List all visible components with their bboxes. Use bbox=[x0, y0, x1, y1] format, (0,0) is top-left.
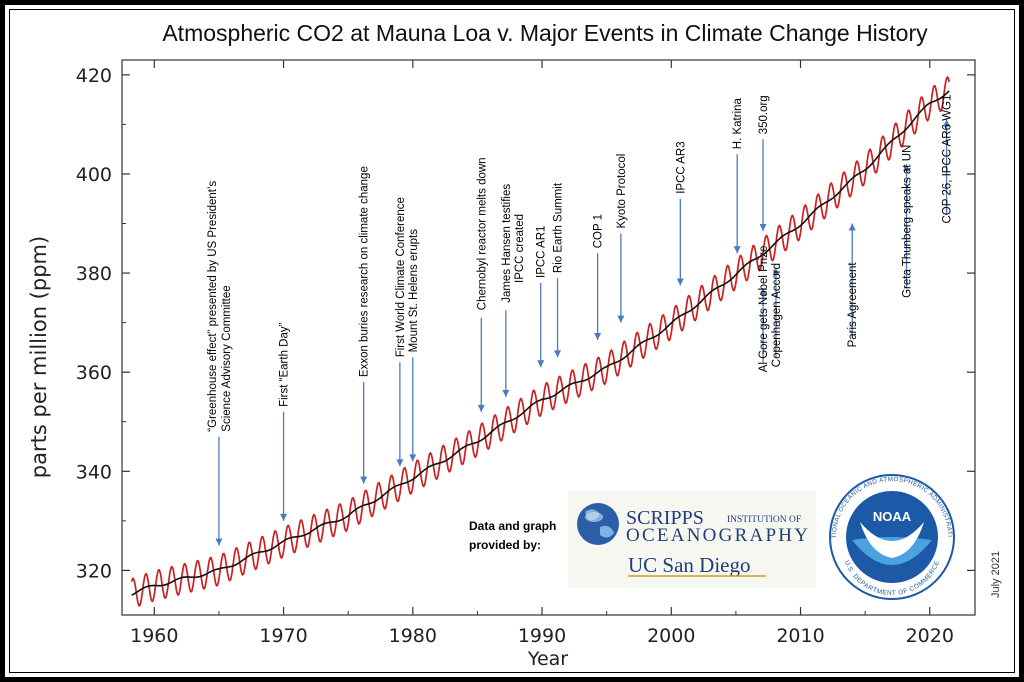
y-tick-label: 340 bbox=[76, 461, 112, 483]
event-label: 350.org bbox=[758, 95, 770, 134]
axes: 1960 1970 1980 1990 2000 2010 2020 320 340 360 380… bbox=[76, 59, 976, 647]
x-tick-label: 1980 bbox=[389, 625, 437, 647]
y-tick-label: 320 bbox=[76, 560, 112, 582]
event-annotation: H. Katrina bbox=[732, 97, 744, 254]
y-axis-label: parts per million (ppm) bbox=[27, 236, 51, 478]
event-label: COP 1 bbox=[593, 214, 605, 248]
plot-frame bbox=[121, 59, 976, 616]
event-annotation: Greta Thunberg speaks at UN bbox=[902, 145, 914, 298]
x-tick-label: 1990 bbox=[518, 625, 566, 647]
ucsd-wordmark: UC San Diego bbox=[628, 553, 751, 577]
chart-title: Atmospheric CO2 at Mauna Loa v. Major Ev… bbox=[162, 20, 928, 46]
event-annotation: COP 26, IPCC AR6 WG1 bbox=[942, 95, 954, 224]
event-label: Rio Earth Summit bbox=[553, 182, 565, 273]
x-tick-label: 1970 bbox=[259, 625, 307, 647]
event-annotation: Rio Earth Summit bbox=[553, 182, 565, 358]
event-label: IPCC AR1 bbox=[536, 226, 548, 278]
noaa-center-text: NOAA bbox=[873, 509, 912, 524]
event-label: Al Gore gets Nobel Prize bbox=[758, 246, 770, 373]
scripps-ucsd-logo: SCRIPPS INSTITUTION OF OCEANOGRAPHY UC S… bbox=[568, 490, 816, 588]
event-label: Science Advisory Committee bbox=[221, 285, 233, 431]
y-tick-label: 420 bbox=[76, 65, 112, 87]
x-tick-label: 2000 bbox=[647, 625, 695, 647]
event-annotation: IPCC AR3 bbox=[675, 141, 687, 286]
series-layer bbox=[130, 75, 951, 607]
event-annotation: Al Gore gets Nobel Prize bbox=[758, 246, 770, 373]
event-annotation: First World Climate Conference bbox=[395, 197, 407, 467]
event-arrow-head bbox=[733, 246, 741, 254]
event-annotation: “Greenhouse effect” presented by US Pres… bbox=[207, 181, 233, 546]
event-arrow-head bbox=[759, 287, 767, 295]
event-label: James Hansen testifies bbox=[501, 184, 513, 303]
event-label: IPCC AR3 bbox=[675, 141, 687, 193]
event-arrow-head bbox=[848, 223, 856, 231]
event-annotation: IPCC AR1 bbox=[536, 226, 548, 368]
event-label: H. Katrina bbox=[732, 97, 744, 149]
scripps-wordmark: SCRIPPS bbox=[626, 507, 704, 529]
event-label: First World Climate Conference bbox=[395, 197, 407, 357]
event-annotation: Kyoto Protocol bbox=[616, 154, 628, 323]
event-label: First “Earth Day” bbox=[279, 322, 291, 407]
event-arrow-head bbox=[215, 538, 223, 546]
event-label: Kyoto Protocol bbox=[616, 154, 628, 229]
series-monthly-line bbox=[130, 75, 951, 607]
event-annotation: IPCC created bbox=[514, 214, 526, 283]
event-arrow-head bbox=[903, 164, 911, 172]
event-arrow-head bbox=[759, 223, 767, 231]
credit-line-1: Data and graph bbox=[469, 519, 556, 533]
event-annotation: Copenhagen Accord bbox=[771, 263, 783, 367]
event-label: IPCC created bbox=[514, 214, 526, 283]
event-annotation: 350.org bbox=[758, 95, 770, 231]
event-arrow-head bbox=[396, 459, 404, 467]
x-axis-label: Year bbox=[527, 648, 568, 670]
event-arrow-head bbox=[554, 350, 562, 358]
globe-icon bbox=[577, 503, 619, 545]
event-label: Paris Agreement bbox=[847, 262, 859, 348]
event-annotation: Paris Agreement bbox=[847, 223, 859, 348]
event-arrow-head bbox=[477, 404, 485, 412]
x-tick-label: 2010 bbox=[776, 625, 824, 647]
event-arrow-head bbox=[360, 476, 368, 484]
y-tick-label: 380 bbox=[76, 263, 112, 285]
event-label: COP 26, IPCC AR6 WG1 bbox=[942, 95, 954, 224]
event-label: Copenhagen Accord bbox=[771, 263, 783, 367]
event-arrow-head bbox=[537, 360, 545, 368]
event-label: “Greenhouse effect” presented by US Pres… bbox=[207, 181, 219, 432]
x-tick-label: 2020 bbox=[906, 625, 954, 647]
event-annotation: Exxon buries research on climate change bbox=[359, 166, 371, 484]
credit-line-2: provided by: bbox=[469, 538, 541, 552]
event-annotation: James Hansen testifies bbox=[501, 184, 513, 397]
event-arrow-head bbox=[676, 278, 684, 286]
event-arrow-head bbox=[280, 513, 288, 521]
series-trend-line bbox=[131, 90, 950, 596]
event-annotation: Mount St. Helens erupts bbox=[408, 229, 420, 462]
annotation-layer: “Greenhouse effect” presented by US Pres… bbox=[207, 95, 954, 546]
event-label: Mount St. Helens erupts bbox=[408, 229, 420, 353]
date-stamp: July 2021 bbox=[990, 551, 1002, 598]
event-annotation: Chernobyl reactor melts down bbox=[476, 157, 488, 412]
y-tick-label: 360 bbox=[76, 362, 112, 384]
y-tick-label: 400 bbox=[76, 164, 112, 186]
event-arrow-head bbox=[502, 389, 510, 397]
inner-frame bbox=[9, 9, 1015, 673]
event-arrow-head bbox=[594, 332, 602, 340]
x-tick-label: 1960 bbox=[130, 625, 178, 647]
scripps-small-text: INSTITUTION OF bbox=[727, 515, 801, 525]
event-label: Chernobyl reactor melts down bbox=[476, 157, 488, 310]
event-arrow-head bbox=[617, 315, 625, 323]
event-label: Exxon buries research on climate change bbox=[359, 166, 371, 377]
event-arrow-head bbox=[772, 268, 780, 276]
event-label: Greta Thunberg speaks at UN bbox=[902, 145, 914, 298]
event-arrow-head bbox=[943, 119, 951, 127]
event-arrow-head bbox=[409, 454, 417, 462]
event-annotation: COP 1 bbox=[593, 214, 605, 340]
event-annotation: First “Earth Day” bbox=[279, 322, 291, 521]
